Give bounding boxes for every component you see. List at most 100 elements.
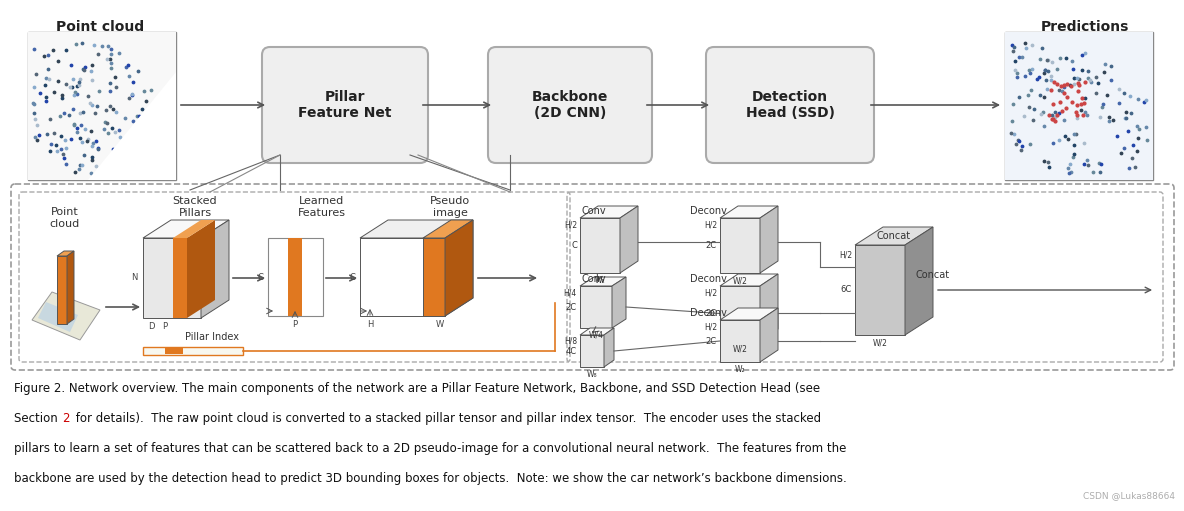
Point (1098, 91, 1117, 100)
Point (1024, 105, 1043, 113)
Text: P: P (292, 320, 297, 329)
Point (38, 51, 57, 59)
Point (103, 124, 122, 132)
Point (1005, 65, 1024, 74)
Point (77, 137, 96, 145)
Point (135, 87, 154, 96)
Point (59, 111, 78, 119)
Text: Deconv: Deconv (690, 206, 727, 216)
Point (1072, 105, 1090, 113)
Point (1128, 134, 1147, 142)
Point (1043, 140, 1062, 148)
Point (1003, 47, 1022, 55)
Point (139, 150, 157, 158)
Point (73, 39, 92, 47)
Point (27, 121, 46, 129)
Point (1117, 108, 1135, 116)
Point (1045, 117, 1064, 125)
Point (1054, 88, 1073, 97)
Point (101, 55, 120, 63)
Point (1002, 129, 1021, 137)
Polygon shape (580, 286, 612, 328)
Point (1022, 65, 1041, 74)
Point (1109, 85, 1128, 94)
Point (1107, 132, 1126, 141)
Text: H/2: H/2 (703, 288, 718, 297)
Point (67, 128, 86, 136)
Point (1137, 123, 1156, 131)
Point (1076, 94, 1095, 102)
Polygon shape (580, 206, 638, 218)
Point (88, 145, 107, 153)
Point (25, 44, 44, 53)
Point (1009, 92, 1028, 101)
Polygon shape (720, 286, 760, 341)
Polygon shape (760, 274, 778, 341)
Polygon shape (760, 206, 778, 273)
Polygon shape (57, 256, 67, 324)
Point (46, 141, 65, 149)
Text: Point
cloud: Point cloud (50, 207, 81, 229)
Text: P: P (162, 322, 168, 331)
Text: 6C: 6C (841, 286, 852, 294)
Point (1010, 53, 1029, 61)
Point (123, 78, 142, 86)
Text: Stacked
Pillars: Stacked Pillars (173, 196, 218, 218)
Point (66, 39, 85, 48)
Polygon shape (173, 220, 215, 238)
Point (83, 156, 102, 165)
Point (1012, 53, 1031, 61)
Point (62, 135, 81, 144)
Point (1045, 78, 1064, 86)
Point (154, 101, 173, 109)
Point (1117, 114, 1135, 123)
Point (1012, 142, 1031, 150)
Point (49, 77, 67, 85)
Point (75, 151, 94, 159)
Point (36, 81, 54, 89)
Point (1050, 98, 1069, 106)
Point (70, 78, 89, 86)
Point (1023, 41, 1042, 49)
Point (25, 109, 44, 117)
Polygon shape (720, 274, 778, 286)
Polygon shape (28, 32, 176, 180)
Point (98, 120, 117, 128)
Point (97, 55, 116, 63)
Point (1053, 107, 1072, 115)
Text: Learned
Features: Learned Features (298, 196, 346, 218)
Point (1079, 67, 1098, 75)
Text: for details).  The raw point cloud is converted to a stacked pillar tensor and p: for details). The raw point cloud is con… (72, 412, 822, 425)
Point (1075, 78, 1094, 86)
Point (1049, 109, 1068, 117)
Point (1064, 150, 1083, 158)
Point (118, 61, 137, 69)
Point (1067, 74, 1086, 82)
Point (60, 83, 79, 91)
Point (72, 161, 91, 169)
Point (1018, 91, 1037, 99)
Point (1092, 160, 1111, 168)
Point (90, 87, 109, 95)
Point (25, 83, 44, 91)
Point (65, 121, 84, 129)
Point (70, 81, 89, 89)
Point (1062, 98, 1081, 106)
Point (25, 100, 44, 108)
Text: pillars to learn a set of features that can be scattered back to a 2D pseudo-ima: pillars to learn a set of features that … (14, 442, 847, 455)
Point (83, 76, 102, 84)
Polygon shape (720, 218, 760, 273)
Point (1077, 110, 1096, 119)
Point (1120, 92, 1139, 100)
Point (1057, 93, 1076, 101)
Point (1087, 89, 1106, 98)
Point (88, 102, 107, 110)
Point (103, 105, 122, 113)
Point (40, 75, 59, 83)
Text: 2C: 2C (566, 303, 577, 312)
Point (24, 99, 43, 107)
Point (1080, 76, 1099, 84)
Point (44, 88, 63, 96)
Point (111, 150, 130, 158)
Text: N: N (131, 273, 139, 283)
